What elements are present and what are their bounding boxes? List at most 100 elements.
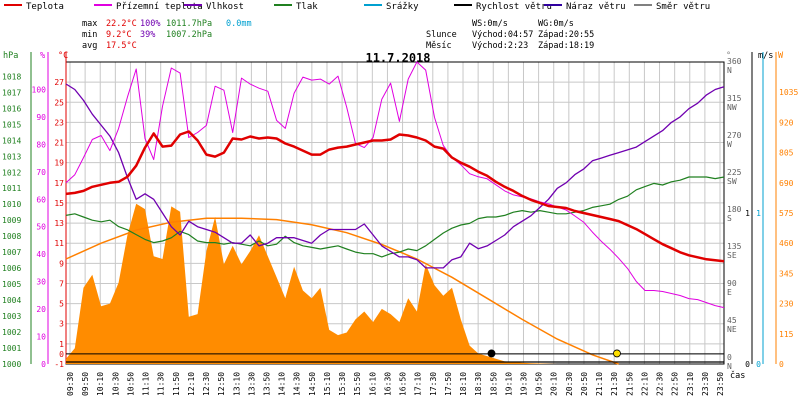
temperature-tick-label: 13 (54, 219, 64, 228)
pressure-tick-label: 1003 (2, 312, 21, 321)
solar-tick-label: 0 (779, 360, 784, 369)
pressure-tick-label: 1006 (2, 264, 21, 273)
humidity-tick-label: 100 (32, 85, 47, 94)
x-tick-label: 20:10 (550, 372, 559, 396)
humidity-tick-label: 20 (36, 305, 46, 314)
pressure-tick-label: 1004 (2, 296, 21, 305)
wind-dir-tick-label: 135 (727, 242, 742, 251)
solar-tick-label: 690 (779, 179, 794, 188)
legend-label-tlak: Tlak (296, 2, 318, 12)
wind-dir-tick-label: 360 (727, 57, 742, 66)
pressure-tick-label: 1011 (2, 184, 21, 193)
x-tick-label: 11:10 (142, 372, 151, 396)
x-tick-label: 17:30 (429, 372, 438, 396)
wind-dir-tick-label: 45 (727, 316, 737, 325)
x-tick-label: 10:30 (111, 372, 120, 396)
legend-label-srazky: Srážky (386, 2, 419, 12)
wind-dir-tick-label: NE (727, 325, 737, 334)
pressure-tick-label: 1002 (2, 328, 21, 337)
temperature-tick-label: 5 (59, 300, 64, 309)
x-tick-label: 17:10 (414, 372, 423, 396)
temperature-tick-label: 11 (54, 239, 64, 248)
x-tick-label: 18:30 (474, 372, 483, 396)
stat-min-press: 1007.2hPa (166, 30, 212, 40)
wind-speed-tick-label: 1 (745, 209, 750, 218)
wind-dir-tick-label: 270 (727, 131, 742, 140)
solar-tick-label: 230 (779, 300, 794, 309)
axis-headers: hPa % °C ° m/s mm W čas (3, 51, 784, 381)
x-tick-label: 12:30 (202, 372, 211, 396)
pressure-tick-label: 1014 (2, 136, 21, 145)
temperature-tick-label: 27 (54, 78, 64, 87)
stat-max-press: 1011.7hPa (166, 19, 212, 29)
pressure-tick-label: 1008 (2, 232, 21, 241)
solar-tick-label: 805 (779, 149, 794, 158)
legend-label-naraz-vetru: Náraz větru (566, 2, 626, 12)
pressure-tick-label: 1015 (2, 120, 21, 129)
sunset-marker (487, 349, 496, 358)
temperature-tick-label: 1 (59, 340, 64, 349)
legend-label-rychlost-vetru: Rychlost větru (476, 2, 552, 12)
pressure-tick-label: 1012 (2, 168, 21, 177)
wind-dir-tick-label: 90 (727, 279, 737, 288)
axis-header-degc: °C (58, 51, 68, 61)
legend-label-teplota: Teplota (26, 2, 64, 12)
temperature-tick-label: 9 (59, 259, 64, 268)
solar-tick-label: 460 (779, 239, 794, 248)
moonset: Západ:18:19 (538, 41, 594, 51)
humidity-tick-label: 50 (36, 223, 46, 232)
tick-labels: 09:30 09:50 10:10 10:30 10:50 11:10 11:30 11:50… (2, 57, 798, 396)
x-tick-label: 22:50 (671, 372, 680, 396)
x-tick-label: 11:50 (172, 372, 181, 396)
solar-tick-label: 115 (779, 330, 794, 339)
sun-curve (65, 217, 619, 365)
x-tick-label: 13:30 (247, 372, 256, 396)
rain-tick-label: 0 (756, 360, 761, 369)
stat-min-temp: 9.2°C (106, 30, 132, 40)
temperature-tick-label: 15 (54, 199, 64, 208)
sunset: Západ:20:55 (538, 30, 594, 40)
x-tick-label: 13:10 (232, 372, 241, 396)
wind-dir-tick-label: 225 (727, 168, 742, 177)
humidity-tick-label: 40 (36, 250, 46, 259)
x-tick-label: 16:10 (368, 372, 377, 396)
stat-min-hum: 39% (140, 30, 155, 40)
axis-header-w: W (778, 51, 784, 61)
pressure-tick-label: 1000 (2, 360, 21, 369)
x-tick-label: 15:10 (323, 372, 332, 396)
x-tick-label: 19:50 (535, 372, 544, 396)
legend-label-vlhkost: Vlhkost (206, 2, 244, 12)
pressure-tick-label: 1016 (2, 104, 21, 113)
x-tick-label: 21:10 (595, 372, 604, 396)
x-tick-label: 21:30 (610, 372, 619, 396)
sunrise: Východ:04:57 (472, 30, 533, 40)
stat-avg-temp: 17.5°C (106, 41, 137, 51)
moonset-marker (613, 349, 621, 358)
wind-speed-tick-label: 0 (745, 360, 750, 369)
ground-temperature-line (65, 61, 725, 309)
x-tick-label: 09:30 (66, 372, 75, 396)
x-tick-label: 13:50 (263, 372, 272, 396)
sun-label: Slunce (426, 30, 457, 40)
pressure-tick-label: 1009 (2, 216, 21, 225)
stat-ws: WS:0m/s (472, 19, 508, 29)
wind-dir-tick-label: N (727, 362, 732, 371)
wind-dir-tick-label: S (727, 214, 732, 223)
x-tick-label: 19:10 (504, 372, 513, 396)
stat-max-rain: 0.0mm (226, 19, 252, 29)
x-tick-label: 16:30 (383, 372, 392, 396)
solar-tick-label: 345 (779, 269, 794, 278)
temperature-line (65, 130, 725, 263)
moon-label: Měsíc (426, 41, 452, 51)
temperature-tick-label: 3 (59, 320, 64, 329)
x-tick-label: 15:50 (353, 372, 362, 396)
stat-avg-label: avg (82, 41, 97, 51)
solar-radiation-area (66, 203, 558, 364)
x-tick-label: 12:10 (187, 372, 196, 396)
humidity-tick-label: 30 (36, 278, 46, 287)
axis-header-hpa: hPa (3, 51, 18, 61)
axis-header-deg: ° (726, 51, 731, 61)
x-tick-label: 11:30 (157, 372, 166, 396)
x-tick-label: 14:10 (278, 372, 287, 396)
x-tick-label: 23:50 (716, 372, 725, 396)
